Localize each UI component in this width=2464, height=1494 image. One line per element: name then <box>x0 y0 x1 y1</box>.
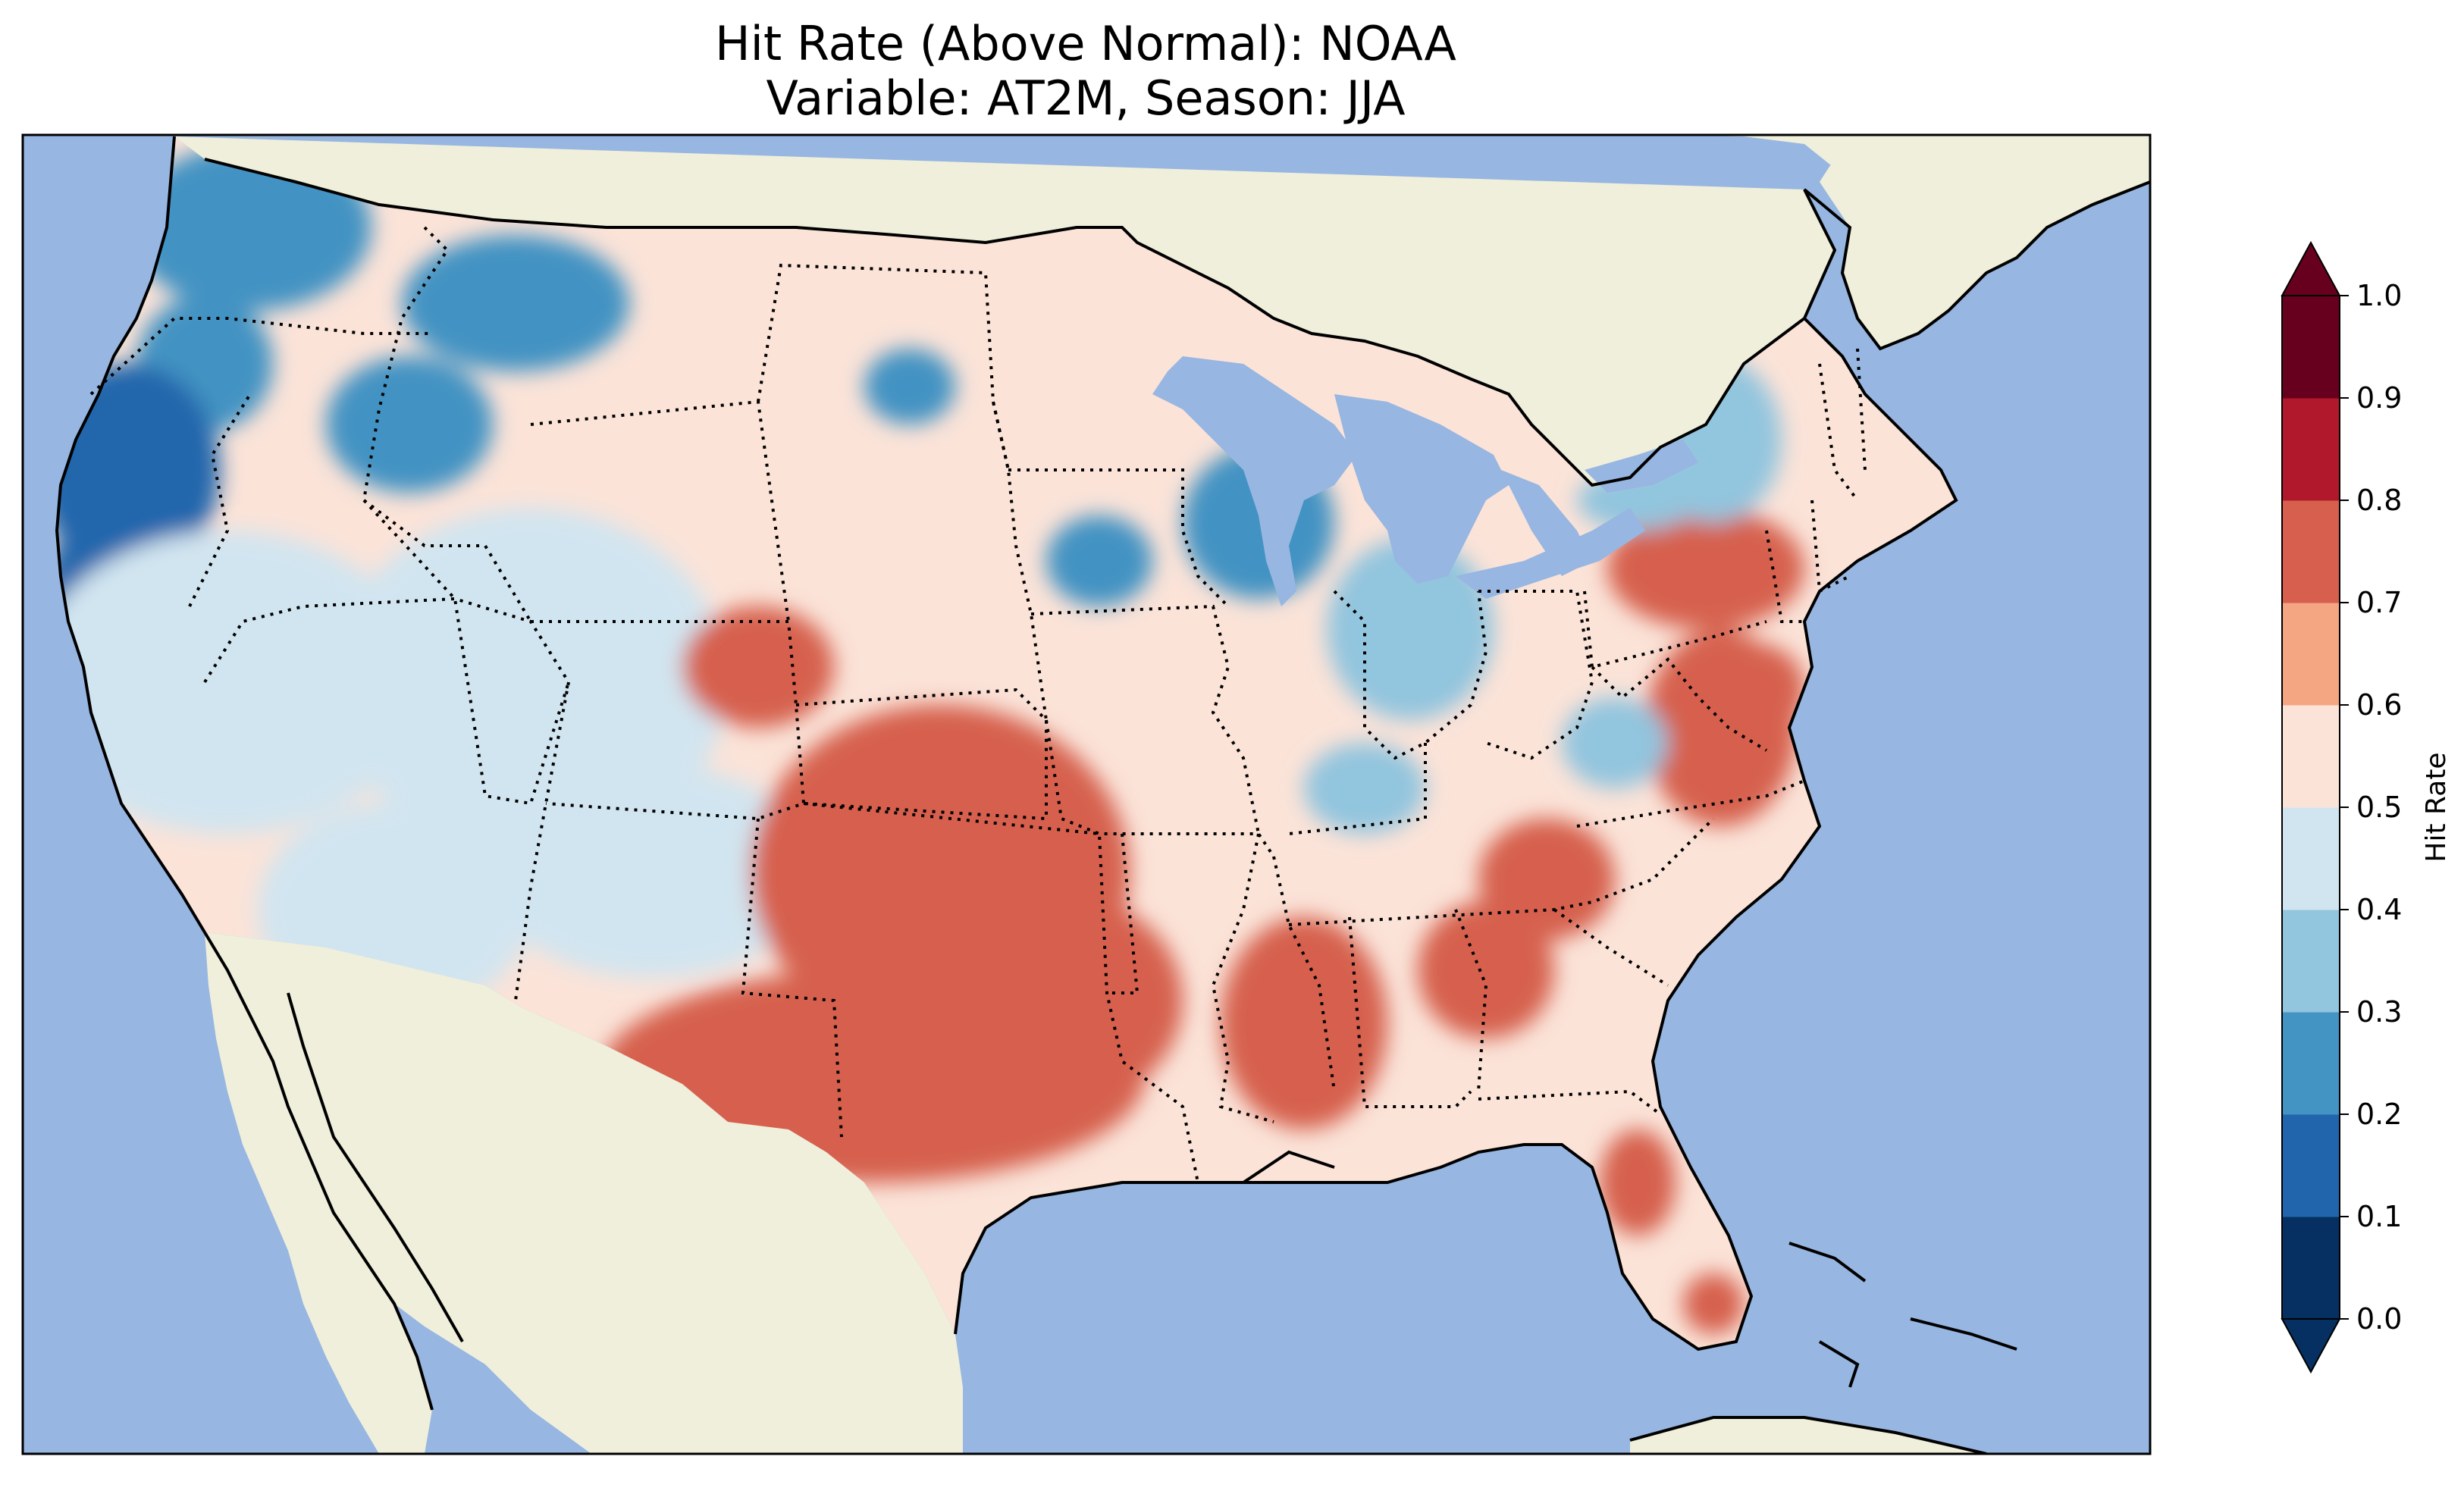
colorbar-tick-label: 0.1 <box>2356 1200 2402 1233</box>
colorbar: 0.0 0.1 0.2 0.3 0.4 0.5 0.6 0.7 0.8 0.9 1.0 Hit Rat… <box>2281 240 2452 1374</box>
map-panel <box>23 135 2150 1454</box>
hit-rate-region-pacific-northwest <box>326 356 493 493</box>
colorbar-segment <box>2282 1012 2340 1115</box>
colorbar-segment <box>2282 398 2340 501</box>
coastlines <box>55 136 2150 1454</box>
canada-land <box>174 135 2150 485</box>
map-title: Hit Rate (Above Normal): NOAA Variable: … <box>21 17 2150 126</box>
state-borders <box>89 226 1867 1183</box>
hit-rate-region-mid-atlantic <box>1607 508 1804 629</box>
hit-rate-region-great-lakes <box>864 349 955 424</box>
colorbar-tick-label: 0.7 <box>2356 586 2402 619</box>
colorbar-tick-label: 0.6 <box>2356 688 2402 722</box>
cuba-land <box>1630 1417 1986 1454</box>
hit-rate-region-ohio-valley <box>1562 697 1668 788</box>
hit-rate-region-southern-plains-texas <box>940 894 1183 1107</box>
colorbar-segment <box>2282 500 2340 603</box>
hit-rate-region-ohio-valley <box>1304 743 1425 834</box>
hit-rate-region-pacific-northwest <box>402 235 629 371</box>
colorbar-tick-label: 0.8 <box>2356 484 2402 517</box>
colorbar-tick-label: 0.3 <box>2356 995 2402 1029</box>
hit-rate-blobs <box>57 144 1933 1334</box>
colorbar-label: Hit Rate <box>2421 752 2452 862</box>
map-frame <box>21 133 2152 1455</box>
colorbar-extend-min <box>2281 1318 2341 1374</box>
hit-rate-region-deep-south <box>1418 902 1554 1038</box>
colorbar-segment <box>2282 1114 2340 1217</box>
colorbar-tick-label: 0.2 <box>2356 1098 2402 1131</box>
hit-rate-region-southern-plains-texas <box>682 606 834 728</box>
hit-rate-region-deep-south <box>1478 819 1615 940</box>
colorbar-tick-label: 1.0 <box>2356 279 2402 312</box>
hit-rate-field <box>57 136 1956 1349</box>
colorbar-extend-max <box>2281 240 2341 296</box>
colorbar-segment <box>2282 807 2340 910</box>
hit-rate-region-ohio-valley <box>1327 538 1494 720</box>
hit-rate-region-mid-atlantic <box>1713 644 1804 735</box>
colorbar-segment <box>2282 910 2340 1013</box>
title-line-2: Variable: AT2M, Season: JJA <box>766 70 1406 126</box>
baja-land <box>205 932 432 1454</box>
colorbar-segment <box>2282 705 2340 808</box>
great-lakes <box>1152 356 1698 606</box>
mexico-land <box>205 932 963 1454</box>
colorbar-segment <box>2282 603 2340 706</box>
hit-rate-region-south-florida <box>1683 1273 1744 1334</box>
hit-rate-region-great-lakes <box>1046 515 1152 606</box>
hit-rate-region-south-florida <box>1600 1129 1676 1236</box>
colorbar-tick-label: 0.4 <box>2356 893 2402 926</box>
colorbar-segment <box>2282 1217 2340 1320</box>
colorbar-tick-label: 0.0 <box>2356 1302 2402 1336</box>
colorbar-segment <box>2282 296 2340 399</box>
hit-rate-region-great-basin <box>485 766 819 978</box>
colorbar-tick-label: 0.9 <box>2356 381 2402 415</box>
hit-rate-region-deep-south <box>1221 917 1387 1129</box>
canada-east-land <box>1820 135 2150 349</box>
title-line-1: Hit Rate (Above Normal): NOAA <box>715 16 1456 71</box>
colorbar-tick-label: 0.5 <box>2356 791 2402 824</box>
